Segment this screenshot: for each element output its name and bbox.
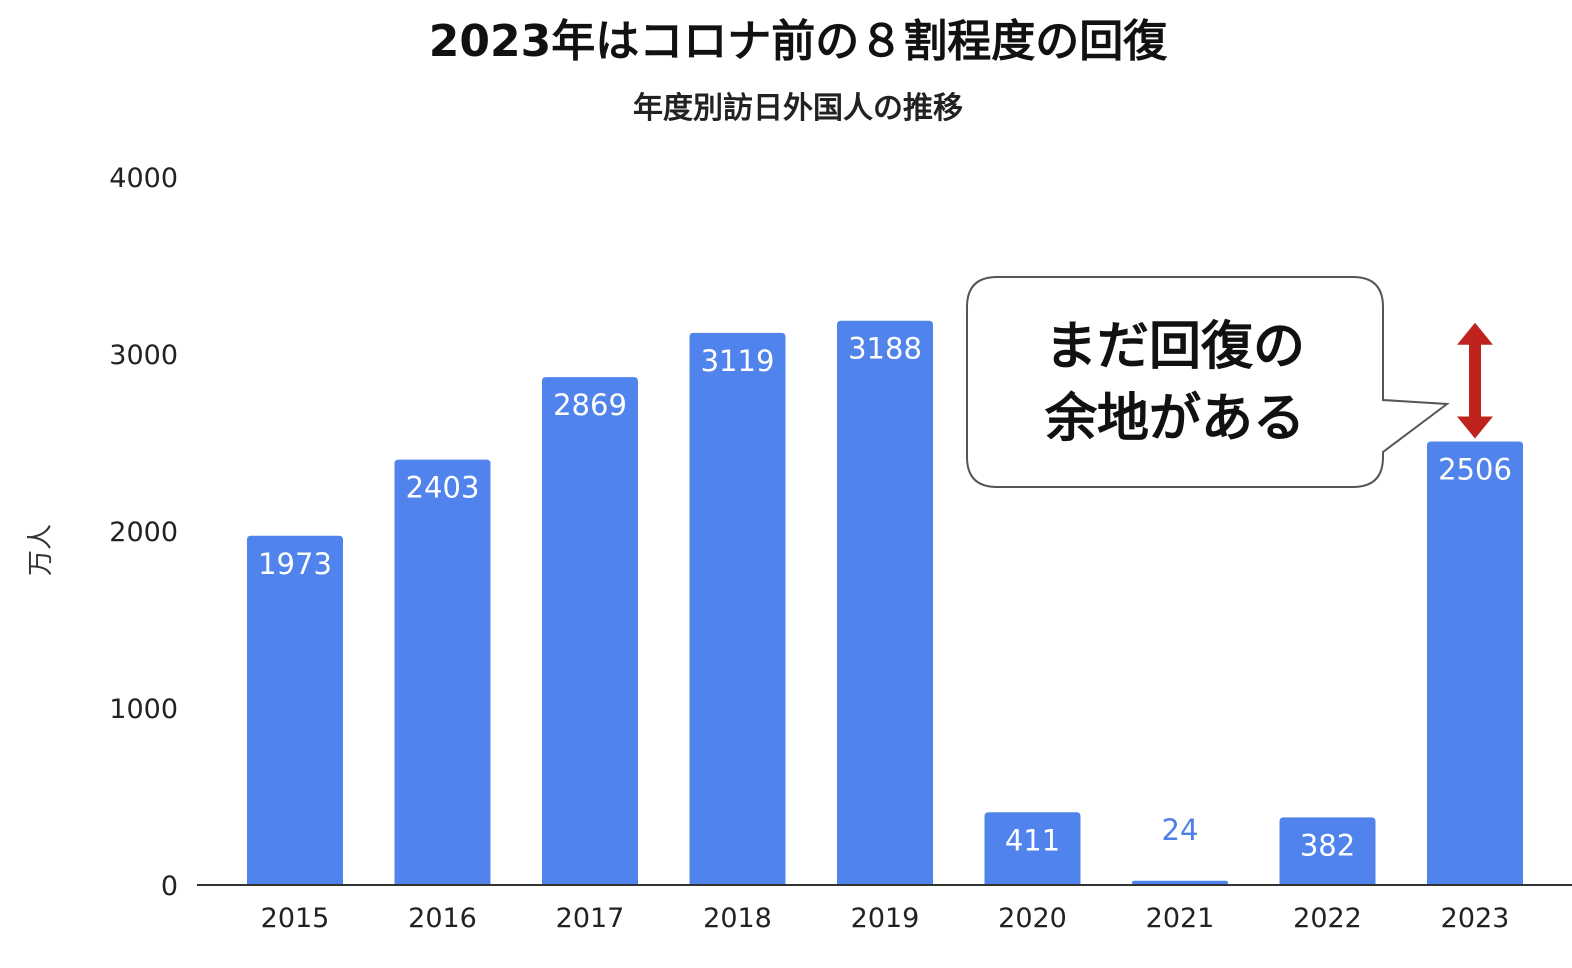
bar [689, 332, 786, 885]
x-tick-label: 2021 [1146, 903, 1215, 934]
data-label: 3188 [848, 332, 922, 366]
y-tick-label: 4000 [109, 163, 178, 194]
data-labels: 1973 2403 2869 3119 3188 411 24 382 2506 [258, 332, 1512, 863]
y-tick-label: 2000 [109, 517, 178, 548]
x-tick-label: 2016 [408, 903, 477, 934]
data-label: 411 [1005, 823, 1060, 857]
x-tick-label: 2019 [851, 903, 920, 934]
bar [542, 377, 638, 885]
callout-bubble [966, 276, 1450, 488]
x-tick-label: 2020 [998, 903, 1067, 934]
bar [984, 812, 1081, 885]
bar [1279, 817, 1376, 885]
data-label: 2506 [1438, 452, 1512, 486]
x-tick-label: 2018 [703, 903, 772, 934]
chart-title: 2023年はコロナ前の８割程度の回復 [429, 16, 1168, 67]
y-tick-label: 0 [161, 871, 178, 902]
chart-subtitle: 年度別訪日外国人の推移 [633, 91, 963, 126]
bar [1132, 880, 1228, 885]
x-axis-ticks: 2015 2016 2017 2018 2019 2020 2021 2022 2023 [261, 903, 1510, 934]
data-label: 382 [1300, 828, 1355, 862]
x-tick-label: 2022 [1293, 903, 1362, 934]
double-arrow-icon [1457, 322, 1493, 439]
y-axis-label: 万人 [26, 524, 56, 576]
annotations: まだ回復の 余地がある [966, 276, 1493, 488]
y-tick-label: 3000 [109, 340, 178, 371]
x-tick-label: 2015 [261, 903, 330, 934]
double-arrow-shape [1457, 322, 1493, 439]
bar [837, 320, 933, 885]
callout-text-line-1: まだ回復の [1045, 317, 1305, 377]
bars [247, 320, 1523, 885]
x-tick-label: 2017 [556, 903, 625, 934]
data-label: 3119 [701, 344, 775, 378]
bar [1427, 441, 1523, 885]
data-label: 1973 [258, 547, 332, 581]
y-tick-label: 1000 [109, 694, 178, 725]
bar [247, 535, 343, 885]
data-label: 24 [1162, 813, 1199, 847]
callout-text-line-2: 余地がある [1044, 389, 1305, 449]
data-label: 2403 [406, 471, 480, 505]
y-axis-ticks: 0 1000 2000 3000 4000 [109, 163, 178, 902]
data-label: 2869 [553, 388, 627, 422]
x-tick-label: 2023 [1441, 903, 1510, 934]
bar [394, 459, 491, 885]
